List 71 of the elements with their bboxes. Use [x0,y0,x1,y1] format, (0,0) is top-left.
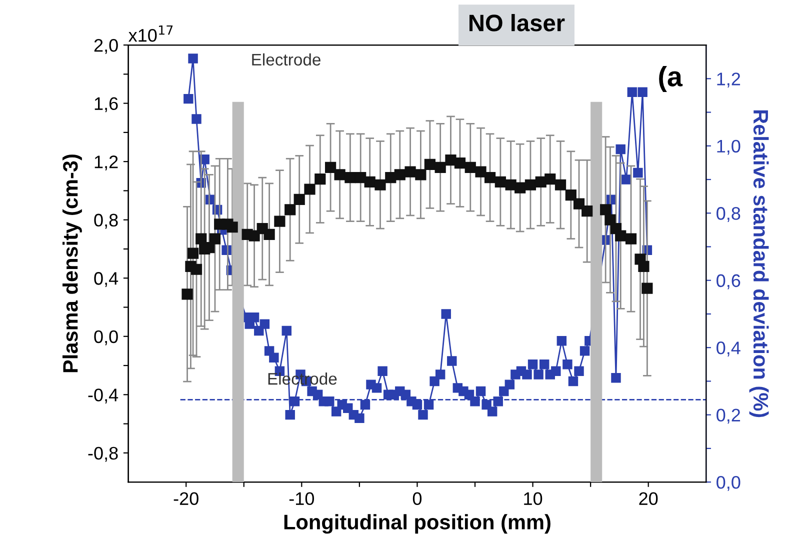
point [334,169,346,180]
y-tick-label: 0,4 [94,272,118,287]
point [344,172,356,184]
point [565,190,576,201]
y-tick-label: 1,2 [94,156,118,170]
point [314,174,326,185]
point [374,179,386,190]
point [190,264,202,275]
point [544,174,556,185]
y2-tick-label: 0,2 [716,408,740,424]
point [494,176,506,188]
y-tick-label: 2,0 [94,38,118,54]
y-tick-label: -0,4 [88,388,118,404]
y2-tick-label: 0,8 [716,207,740,222]
y-axis-title: Plasma density (cm-3) [62,154,82,372]
text: x10$^{17}$ [128,25,173,42]
point [625,233,637,244]
point [187,248,199,259]
point [209,233,221,244]
point [415,169,426,180]
y-tick-label: 0,0 [94,330,118,346]
point [524,179,536,190]
point [274,216,286,227]
x-tick-label: -10 [289,492,314,506]
point [514,182,526,194]
point [445,154,456,166]
point [248,230,260,242]
point [573,198,585,210]
point [284,204,296,216]
x-tick-label: 10 [524,492,542,506]
chart-title: NO laser [470,14,565,32]
point [615,230,626,242]
x-tick-label: 0 [412,492,422,506]
point [355,172,366,184]
point [475,166,486,178]
point [264,228,275,240]
point [196,233,207,244]
point [424,158,436,170]
band-label: Electrode [252,53,320,66]
point [642,282,653,294]
y2-tick-label: 0,4 [716,342,740,356]
point [324,162,336,173]
point [385,172,396,184]
point [454,157,466,169]
y2-tick-label: 1,0 [717,140,740,155]
y2-axis-title: Relative standard deviation (%) [749,110,769,418]
point [582,206,593,217]
y2-tick-label: 0,0 [716,476,740,491]
point [604,214,616,226]
point [226,222,238,233]
point [434,162,446,173]
point [464,162,476,173]
point [404,166,416,178]
x-axis-title: Longitudinal position (mm) [284,514,550,534]
point [394,169,406,180]
y-tick-label: 1,6 [94,97,118,112]
point [638,260,650,272]
point [182,288,193,300]
annotation: (a [659,66,683,92]
point [600,204,612,216]
point [294,194,305,206]
y2-tick-label: 0,6 [716,274,740,290]
point [554,179,566,190]
point [364,176,376,188]
y-tick-label: 0,8 [94,214,118,229]
x-tick-label: -20 [174,492,198,506]
x-tick-label: 20 [639,492,658,506]
point [304,184,316,195]
y-tick-label: -0,8 [88,446,118,462]
point [484,172,496,184]
y2-tick-label: 1,2 [717,72,740,88]
